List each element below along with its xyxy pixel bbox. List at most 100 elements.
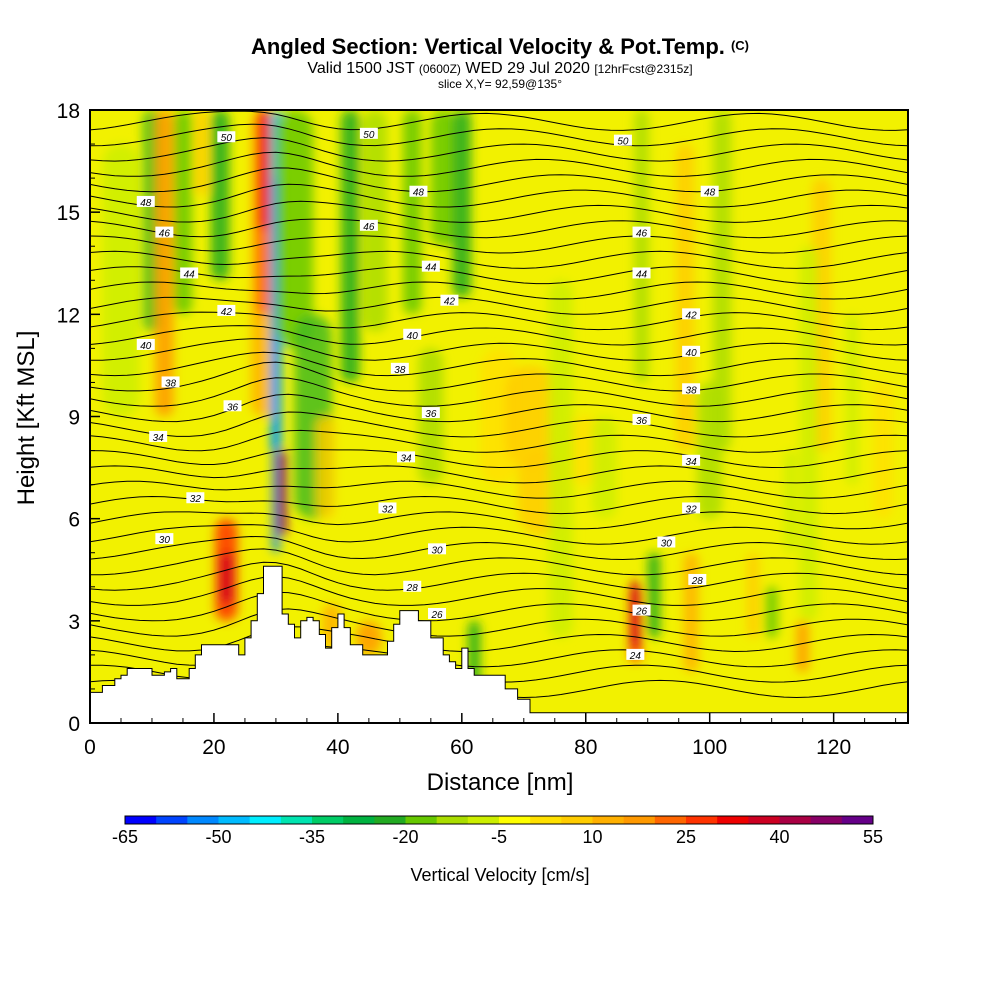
contour-label-bg [428,543,447,555]
contour-label-bg [657,536,676,548]
x-tick-label: 120 [816,736,851,759]
contour-label-bg [409,185,428,197]
isentrope [90,151,908,177]
contour-label-text: 24 [629,651,642,662]
velocity-cell [340,110,360,383]
velocity-cell [402,110,422,315]
velocity-field [102,110,893,696]
contour-label-bg [217,304,236,316]
colorbar-swatch [312,816,344,824]
contour-label: 38 [682,383,701,396]
contour-label-bg [180,267,199,279]
contour-label: 42 [682,308,701,321]
chart-subtitle: Valid 1500 JST (0600Z) WED 29 Jul 2020 [… [0,60,1000,78]
contour-label: 46 [632,226,651,240]
colorbar-swatch [125,816,157,824]
colorbar-swatch [841,816,874,824]
colorbar-swatch [249,816,282,824]
contour-label: 30 [428,543,447,556]
contour-label-text: 50 [221,133,233,144]
contour-label: 44 [180,267,199,280]
isentrope [90,480,908,499]
colorbar-tick-label: 10 [582,827,602,847]
contour-label-text: 30 [661,539,673,550]
contour-label-text: 38 [165,378,177,389]
contour-label-text: 38 [394,365,406,376]
contour-label-text: 46 [159,229,171,240]
contour-label-bg [136,338,155,350]
isentrope [90,548,908,576]
velocity-cell [784,450,797,553]
contour-label: 34 [149,430,168,444]
contour-labels: 50 50 50 48 48 48 46 46 46 44 44 44 42 42 42 40 40 40 38 38… [136,127,719,662]
colorbar-tick-label: -5 [491,827,507,847]
forecast-info: [12hrFcst@2315z] [594,62,693,76]
contour-label-text: 32 [382,504,394,515]
contour-label-bg [632,413,651,425]
contour-label-bg [390,362,409,374]
contour-label: 38 [390,362,409,376]
velocity-cell [799,246,819,621]
contour-label-bg [136,195,155,207]
isentrope [90,110,908,131]
isentrope [90,511,908,530]
isentrope [90,200,908,223]
valid-time: Valid 1500 JST [307,60,415,77]
contour-label: 28 [688,573,707,587]
contour-label-bg [149,430,168,442]
velocity-cell [634,110,649,383]
contour-label: 46 [359,219,378,233]
isentrope [90,296,908,315]
contour-label-bg [632,226,651,238]
isentrope [90,524,908,545]
contour-label-bg [428,608,447,620]
colorbar-swatch [748,816,780,824]
contour-label-text: 42 [686,310,698,321]
contour-label-bg [626,648,645,660]
slice-label: slice X,Y= 92,59@135° [437,77,563,91]
contour-label-bg [186,492,205,504]
contour-label: 48 [700,185,719,199]
contour-label: 46 [155,226,174,240]
contour-label-bg [682,345,701,357]
contour-label-text: 32 [686,504,698,515]
isentrope [90,167,908,193]
isentrope [90,377,908,407]
colorbar-swatch [280,816,313,824]
contour-label: 50 [217,131,236,144]
isentrope [90,535,908,561]
contour-label-bg [378,502,397,514]
contour-label: 40 [136,338,155,352]
potential-temperature-contours [90,110,908,699]
contour-label: 34 [397,451,416,464]
isentrope [90,266,908,285]
contour-label-bg [613,134,632,146]
contour-label-bg [359,127,378,139]
colorbar-tick-label: 25 [676,827,696,847]
x-tick-label: 40 [326,736,349,759]
colorbar-swatch [467,816,500,824]
colorbar-swatch [499,816,531,824]
contour-label: 44 [632,267,651,280]
contour-label: 50 [359,127,378,141]
isentrope [90,338,908,361]
velocity-cell [675,144,695,451]
contour-label: 34 [682,454,701,468]
contour-label-bg [682,308,701,320]
isentrope [90,218,908,239]
x-tick-label: 0 [84,736,96,759]
contour-label-bg [682,383,701,395]
isentrope [90,361,908,392]
contour-label-text: 48 [704,188,716,199]
valid-date: WED 29 Jul 2020 [465,60,590,77]
contour-label-text: 50 [617,137,629,148]
y-axis: 0 3 6 9 12 15 18 [57,100,100,736]
velocity-cell [647,552,661,638]
y-tick-label: 15 [57,202,80,225]
colorbar-swatch [374,816,406,824]
contour-label-bg [632,604,651,616]
isentrope [90,591,908,622]
contour-label-bg [217,131,236,143]
x-axis-label: Distance [nm] [427,769,574,796]
contour-label-bg [161,376,180,388]
